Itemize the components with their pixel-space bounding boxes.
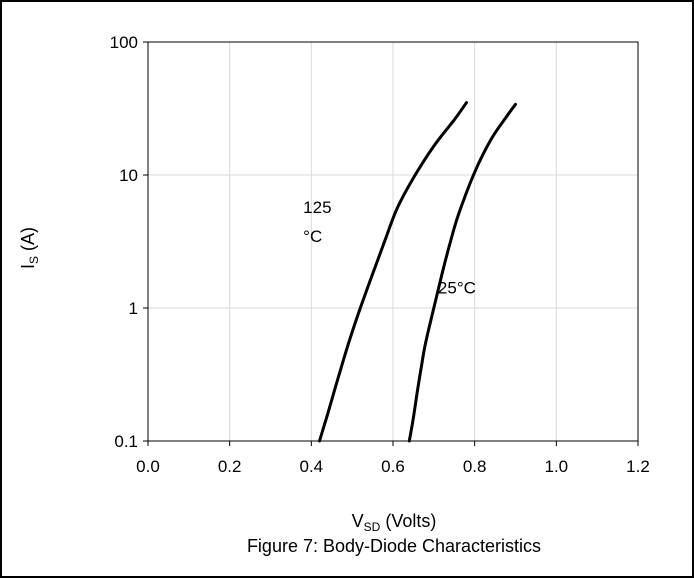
y-label-sub: S [27, 256, 41, 264]
y-tick-label: 1 [129, 299, 138, 318]
x-tick-label: 0.6 [381, 457, 405, 476]
annotation-1-line2: °C [303, 227, 322, 246]
x-tick-label: 0.4 [300, 457, 324, 476]
y-tick-label: 10 [119, 166, 138, 185]
x-label-rest: (Volts) [380, 511, 436, 531]
y-tick-label: 0.1 [114, 432, 138, 451]
annotation-1-line1: 125 [303, 198, 331, 217]
y-label-rest: (A) [18, 227, 38, 256]
x-label-sub: SD [364, 520, 381, 534]
curve-series-1 [318, 101, 468, 443]
x-axis-ticks: 0.0 0.2 0.4 0.6 0.8 1.0 1.2 [136, 441, 650, 476]
curves [318, 101, 517, 443]
x-tick-label: 0.0 [136, 457, 160, 476]
curve-series-2 [407, 102, 517, 443]
annotation-2-line1: 25°C [438, 279, 476, 298]
y-axis-ticks: 0.1 1 10 100 [110, 33, 148, 451]
x-tick-label: 1.2 [626, 457, 650, 476]
figure-caption: Figure 7: Body-Diode Characteristics [247, 536, 541, 556]
x-tick-label: 0.2 [218, 457, 242, 476]
x-tick-label: 1.0 [545, 457, 569, 476]
y-tick-label: 100 [110, 33, 138, 52]
y-axis-label: IS (A) [18, 227, 41, 269]
grid [147, 41, 639, 442]
annotations: 125 °C 25°C [303, 198, 476, 298]
x-label-main: V [352, 511, 364, 531]
y-label-main: I [18, 264, 38, 269]
x-tick-label: 0.8 [463, 457, 487, 476]
x-axis-label: VSD (Volts) [352, 511, 437, 534]
